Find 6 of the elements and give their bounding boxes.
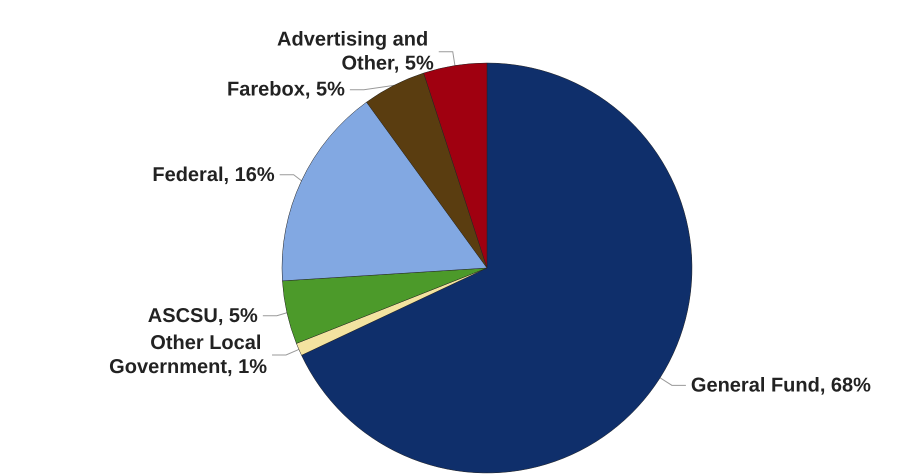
slice-label: Federal, 16% bbox=[152, 164, 275, 186]
slice-label: Advertising and Other, 5% bbox=[277, 28, 434, 75]
slice-label: Other Local Government, 1% bbox=[109, 332, 268, 378]
slice-label: General Fund, 68% bbox=[690, 374, 872, 396]
slice-label: Farebox, 5% bbox=[227, 78, 346, 101]
slice-label: ASCSU, 5% bbox=[148, 304, 258, 327]
